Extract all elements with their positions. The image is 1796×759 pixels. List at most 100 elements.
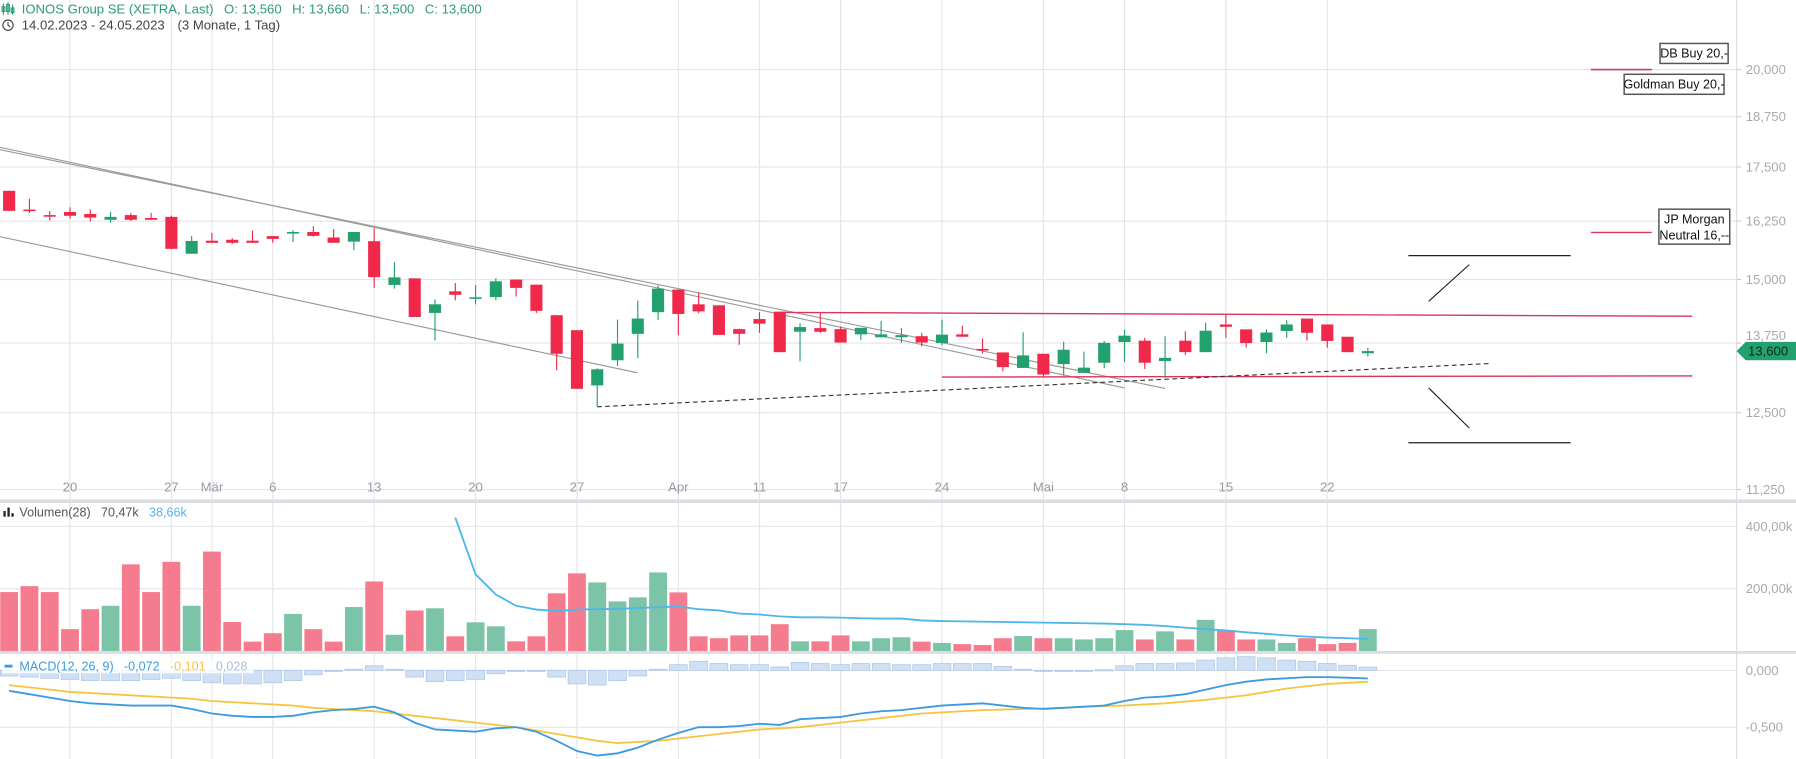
candle-body — [956, 334, 969, 337]
candle[interactable] — [428, 299, 442, 341]
candle[interactable] — [692, 292, 705, 314]
candle[interactable] — [611, 319, 624, 366]
trend-line-red[interactable] — [941, 375, 1693, 378]
candle[interactable] — [956, 325, 969, 337]
candle[interactable] — [145, 213, 158, 221]
candle[interactable] — [246, 230, 259, 243]
drawings[interactable]: DB Buy 20,- Goldman Buy 20,- JP Morgan Neut… — [0, 42, 1731, 444]
candle[interactable] — [185, 236, 198, 254]
candle[interactable] — [1098, 340, 1111, 369]
volume-panel-divider[interactable] — [0, 499, 1796, 503]
candle[interactable] — [1280, 320, 1293, 338]
candles — [3, 190, 1374, 407]
candle[interactable] — [408, 278, 421, 318]
candle[interactable] — [449, 282, 462, 301]
macd-histogram-bar — [567, 669, 587, 685]
candle[interactable] — [307, 226, 320, 237]
macd-value: -0,072 — [124, 659, 160, 673]
candle[interactable] — [1017, 332, 1030, 368]
candle[interactable] — [1057, 341, 1070, 376]
candle[interactable] — [753, 312, 766, 333]
macd-legend: MACD(12, 26, 9) -0,072 -0,101 0,028 — [2, 658, 254, 673]
candle[interactable] — [1219, 314, 1232, 339]
candle-body — [1280, 324, 1293, 331]
candle[interactable] — [834, 326, 847, 343]
ohlc-high: H: 13,660 — [292, 2, 349, 17]
candle[interactable] — [733, 328, 746, 345]
price-target-label[interactable]: DB Buy 20,- — [1659, 42, 1729, 65]
candle[interactable] — [1341, 336, 1354, 353]
candle[interactable] — [996, 352, 1009, 372]
candle[interactable] — [266, 236, 279, 243]
candle[interactable] — [286, 230, 300, 243]
candle[interactable] — [814, 313, 827, 334]
candle[interactable] — [672, 289, 685, 336]
candle[interactable] — [773, 311, 786, 353]
candle[interactable] — [631, 300, 644, 359]
candle[interactable] — [510, 279, 523, 297]
candle[interactable] — [368, 228, 381, 288]
candle[interactable] — [1118, 329, 1131, 362]
candle-body — [469, 297, 482, 299]
volume-bar — [628, 597, 647, 651]
candle[interactable] — [1037, 353, 1050, 377]
candle[interactable] — [469, 285, 482, 305]
trend-line-dashed[interactable] — [597, 362, 1490, 408]
volume-bar — [486, 626, 505, 651]
candle[interactable] — [165, 215, 178, 250]
candle-body — [307, 231, 320, 236]
trend-line-black[interactable] — [1428, 387, 1470, 429]
candle[interactable] — [3, 190, 16, 211]
candle[interactable] — [205, 232, 218, 243]
candle[interactable] — [854, 327, 867, 341]
candle[interactable] — [1159, 336, 1172, 378]
candle[interactable] — [43, 211, 56, 221]
candle[interactable] — [976, 338, 989, 354]
candle[interactable] — [1077, 351, 1090, 373]
candle[interactable] — [1138, 337, 1151, 370]
candle[interactable] — [875, 320, 888, 338]
clock-icon — [2, 19, 14, 31]
candle[interactable] — [570, 330, 584, 389]
macd-panel-divider[interactable] — [0, 650, 1796, 654]
candle[interactable] — [124, 213, 137, 221]
trend-line-black[interactable] — [1428, 264, 1470, 302]
macd-histogram-bar — [1094, 669, 1114, 672]
candle[interactable] — [1199, 322, 1212, 353]
trend-line-gray[interactable] — [0, 145, 1125, 389]
candle[interactable] — [347, 231, 360, 251]
candle[interactable] — [550, 315, 563, 371]
candle[interactable] — [1179, 331, 1192, 355]
candle[interactable] — [104, 211, 117, 223]
trend-line-gray[interactable] — [0, 234, 638, 374]
volume-bar — [466, 622, 485, 651]
candle[interactable] — [530, 284, 543, 313]
candle[interactable] — [895, 327, 908, 344]
candle[interactable] — [84, 209, 97, 222]
candle[interactable] — [1361, 347, 1374, 357]
candle[interactable] — [652, 285, 665, 321]
candle[interactable] — [388, 262, 401, 289]
candle[interactable] — [1300, 318, 1314, 341]
price-target-label[interactable]: Goldman Buy 20,- — [1623, 73, 1725, 96]
candle[interactable] — [915, 332, 928, 347]
candle[interactable] — [1240, 329, 1253, 348]
candle[interactable] — [793, 323, 807, 362]
macd-histogram-bar — [1155, 663, 1175, 671]
candle[interactable] — [327, 229, 340, 243]
trend-line-gray[interactable] — [0, 147, 1166, 389]
candle[interactable] — [1260, 329, 1273, 354]
trend-line-red[interactable] — [779, 311, 1693, 317]
candle[interactable] — [63, 207, 77, 219]
candle-body — [1057, 349, 1070, 365]
volume-bar — [527, 636, 546, 651]
candle[interactable] — [489, 278, 502, 301]
candle[interactable] — [712, 305, 725, 335]
candle[interactable] — [935, 319, 949, 346]
candle[interactable] — [226, 238, 239, 244]
candle[interactable] — [1321, 324, 1334, 348]
candle[interactable] — [591, 368, 604, 407]
candle[interactable] — [23, 198, 36, 214]
price-target-label[interactable]: JP Morgan Neutral 16,-- — [1658, 208, 1731, 245]
